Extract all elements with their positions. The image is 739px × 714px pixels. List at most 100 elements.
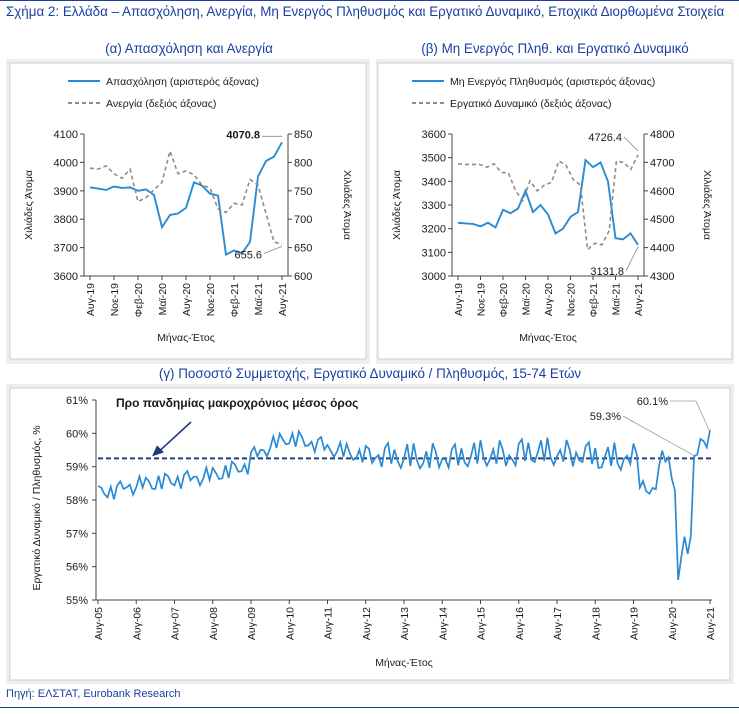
- x-tick-label: Αυγ-20: [181, 283, 193, 316]
- y-tick-label: 56%: [66, 562, 88, 574]
- bottom-rule: [0, 707, 739, 708]
- x-tick-label: Αυγ-21: [705, 607, 717, 640]
- x-tick-label: Αυγ-15: [476, 607, 488, 640]
- legend-label: Εργατικό Δυναμικό (δεξιός άξονας): [450, 98, 612, 110]
- x-tick-label: Μαϊ-20: [157, 283, 169, 315]
- mean-arrow-shaft: [157, 421, 192, 453]
- left-tick-label: 3900: [54, 186, 78, 198]
- y-tick-label: 57%: [66, 528, 88, 540]
- x-axis-title: Μήνας-Έτος: [519, 332, 577, 344]
- legend-label: Μη Ενεργός Πληθυσμός (αριστερός άξονας): [450, 76, 655, 88]
- x-tick-label: Αυγ-10: [284, 607, 296, 640]
- annotation-labour-force: 4726.4: [588, 132, 622, 144]
- x-tick-label: Νοε-20: [566, 283, 578, 316]
- left-tick-label: 3000: [422, 271, 446, 283]
- x-tick-label: Φεβ-20: [498, 283, 510, 317]
- x-tick-label: Αυγ-06: [131, 607, 143, 640]
- x-tick-label: Αυγ-05: [93, 607, 105, 640]
- annotation-leader: [263, 246, 283, 254]
- right-tick-label: 4700: [650, 157, 674, 169]
- x-tick-label: Νοε-19: [109, 283, 121, 316]
- solid-series-line: [457, 158, 639, 246]
- left-axis-title: Χιλιάδες Άτομα: [23, 170, 35, 240]
- left-tick-label: 3600: [422, 129, 446, 141]
- x-tick-label: Φεβ-21: [229, 283, 241, 317]
- mean-arrow-head: [152, 445, 164, 457]
- x-tick-label: Μαϊ-21: [611, 283, 623, 315]
- annotation-latest-value: 60.1%: [637, 396, 668, 408]
- panel-a-title: (α) Απασχόληση και Ανεργία: [105, 41, 273, 56]
- y-tick-label: 61%: [66, 395, 88, 407]
- x-tick-label: Αυγ-12: [361, 607, 373, 640]
- right-tick-label: 600: [294, 271, 312, 283]
- x-tick-label: Μαϊ-21: [253, 283, 265, 315]
- x-tick-label: Αυγ-11: [323, 607, 335, 640]
- x-tick-label: Αυγ-13: [399, 607, 411, 640]
- x-tick-label: Αυγ-14: [437, 607, 449, 640]
- right-tick-label: 4600: [650, 186, 674, 198]
- x-tick-label: Φεβ-20: [133, 283, 145, 317]
- left-tick-label: 4100: [54, 129, 78, 141]
- left-tick-label: 3800: [54, 214, 78, 226]
- panel-a-chart: 3600 3700 3800 3900 4000 4100 600 650 700 750 800 8…: [9, 62, 367, 360]
- right-tick-label: 650: [294, 243, 312, 255]
- annotation-employment: 4070.8: [226, 129, 260, 141]
- x-tick-label: Αυγ-20: [543, 283, 555, 316]
- right-tick-label: 800: [294, 157, 312, 169]
- right-axis-title: Χιλιάδες Άτομα: [701, 170, 713, 240]
- plot-frame: [377, 62, 733, 360]
- x-tick-label: Αυγ-21: [633, 283, 645, 316]
- x-tick-label: Αυγ-07: [170, 607, 182, 640]
- right-tick-label: 700: [294, 214, 312, 226]
- source-note: Πηγή: ΕΛΣΤΑΤ, Eurobank Research: [6, 688, 181, 700]
- right-tick-label: 850: [294, 129, 312, 141]
- x-axis-title: Μήνας-Έτος: [375, 657, 433, 669]
- right-tick-label: 4400: [650, 243, 674, 255]
- x-tick-label: Αυγ-08: [208, 607, 220, 640]
- annotation-inactive: 3131.8: [590, 266, 624, 278]
- y-axis-title: Εργατικό Δυναμικό / Πληθυσμός, %: [31, 425, 43, 590]
- figure-title: Σχήμα 2: Ελλάδα – Απασχόληση, Ανεργία, Μ…: [6, 4, 725, 19]
- left-tick-label: 3700: [54, 243, 78, 255]
- x-tick-label: Αυγ-19: [453, 283, 465, 316]
- left-axis-title: Χιλιάδες Άτομα: [391, 170, 403, 240]
- left-tick-label: 3500: [422, 153, 446, 165]
- right-tick-label: 4800: [650, 129, 674, 141]
- panel-c-title: (γ) Ποσοστό Συμμετοχής, Εργατικό Δυναμικ…: [158, 366, 582, 381]
- right-axis-title: Χιλιάδες Άτομα: [341, 170, 353, 240]
- x-tick-label: Νοε-20: [205, 283, 217, 316]
- annotation-leader: [622, 415, 697, 458]
- x-tick-label: Αυγ-20: [667, 607, 679, 640]
- x-tick-label: Αυγ-18: [590, 607, 602, 640]
- x-axis-title: Μήνας-Έτος: [157, 332, 215, 344]
- y-tick-label: 60%: [66, 428, 88, 440]
- x-tick-label: Αυγ-09: [246, 607, 258, 640]
- x-tick-label: Μαϊ-20: [521, 283, 533, 315]
- left-tick-label: 4000: [54, 157, 78, 169]
- y-tick-label: 58%: [66, 495, 88, 507]
- annotation-unemployment: 655.6: [234, 249, 262, 261]
- annotation-leader: [625, 246, 639, 271]
- left-tick-label: 3600: [54, 271, 78, 283]
- y-tick-label: 55%: [66, 595, 88, 607]
- left-tick-label: 3300: [422, 200, 446, 212]
- x-tick-label: Νοε-19: [476, 283, 488, 316]
- dashed-series-line: [89, 148, 283, 246]
- participation-rate-line: [97, 428, 711, 581]
- x-tick-label: Αυγ-21: [277, 283, 289, 316]
- x-tick-label: Αυγ-19: [629, 607, 641, 640]
- x-tick-label: Αυγ-16: [514, 607, 526, 640]
- mean-line-label: Προ πανδημίας μακροχρόνιος μέσος όρος: [116, 396, 358, 410]
- left-tick-label: 3100: [422, 247, 446, 259]
- x-tick-label: Αυγ-17: [552, 607, 564, 640]
- right-tick-label: 4300: [650, 271, 674, 283]
- plot-frame: [9, 387, 731, 681]
- annotation-pre-pandemic-value: 59.3%: [590, 411, 621, 423]
- panel-b-title: (β) Μη Ενεργός Πληθ. και Εργατικό Δυναμι…: [421, 41, 689, 56]
- panel-c-chart: 55% 56% 57% 58% 59% 60% 61% Εργατικό Δυναμικό /…: [9, 387, 731, 681]
- dashed-series-line: [457, 154, 639, 252]
- right-tick-label: 4500: [650, 214, 674, 226]
- left-tick-label: 3200: [422, 224, 446, 236]
- right-tick-label: 750: [294, 186, 312, 198]
- x-tick-label: Φεβ-21: [588, 283, 600, 317]
